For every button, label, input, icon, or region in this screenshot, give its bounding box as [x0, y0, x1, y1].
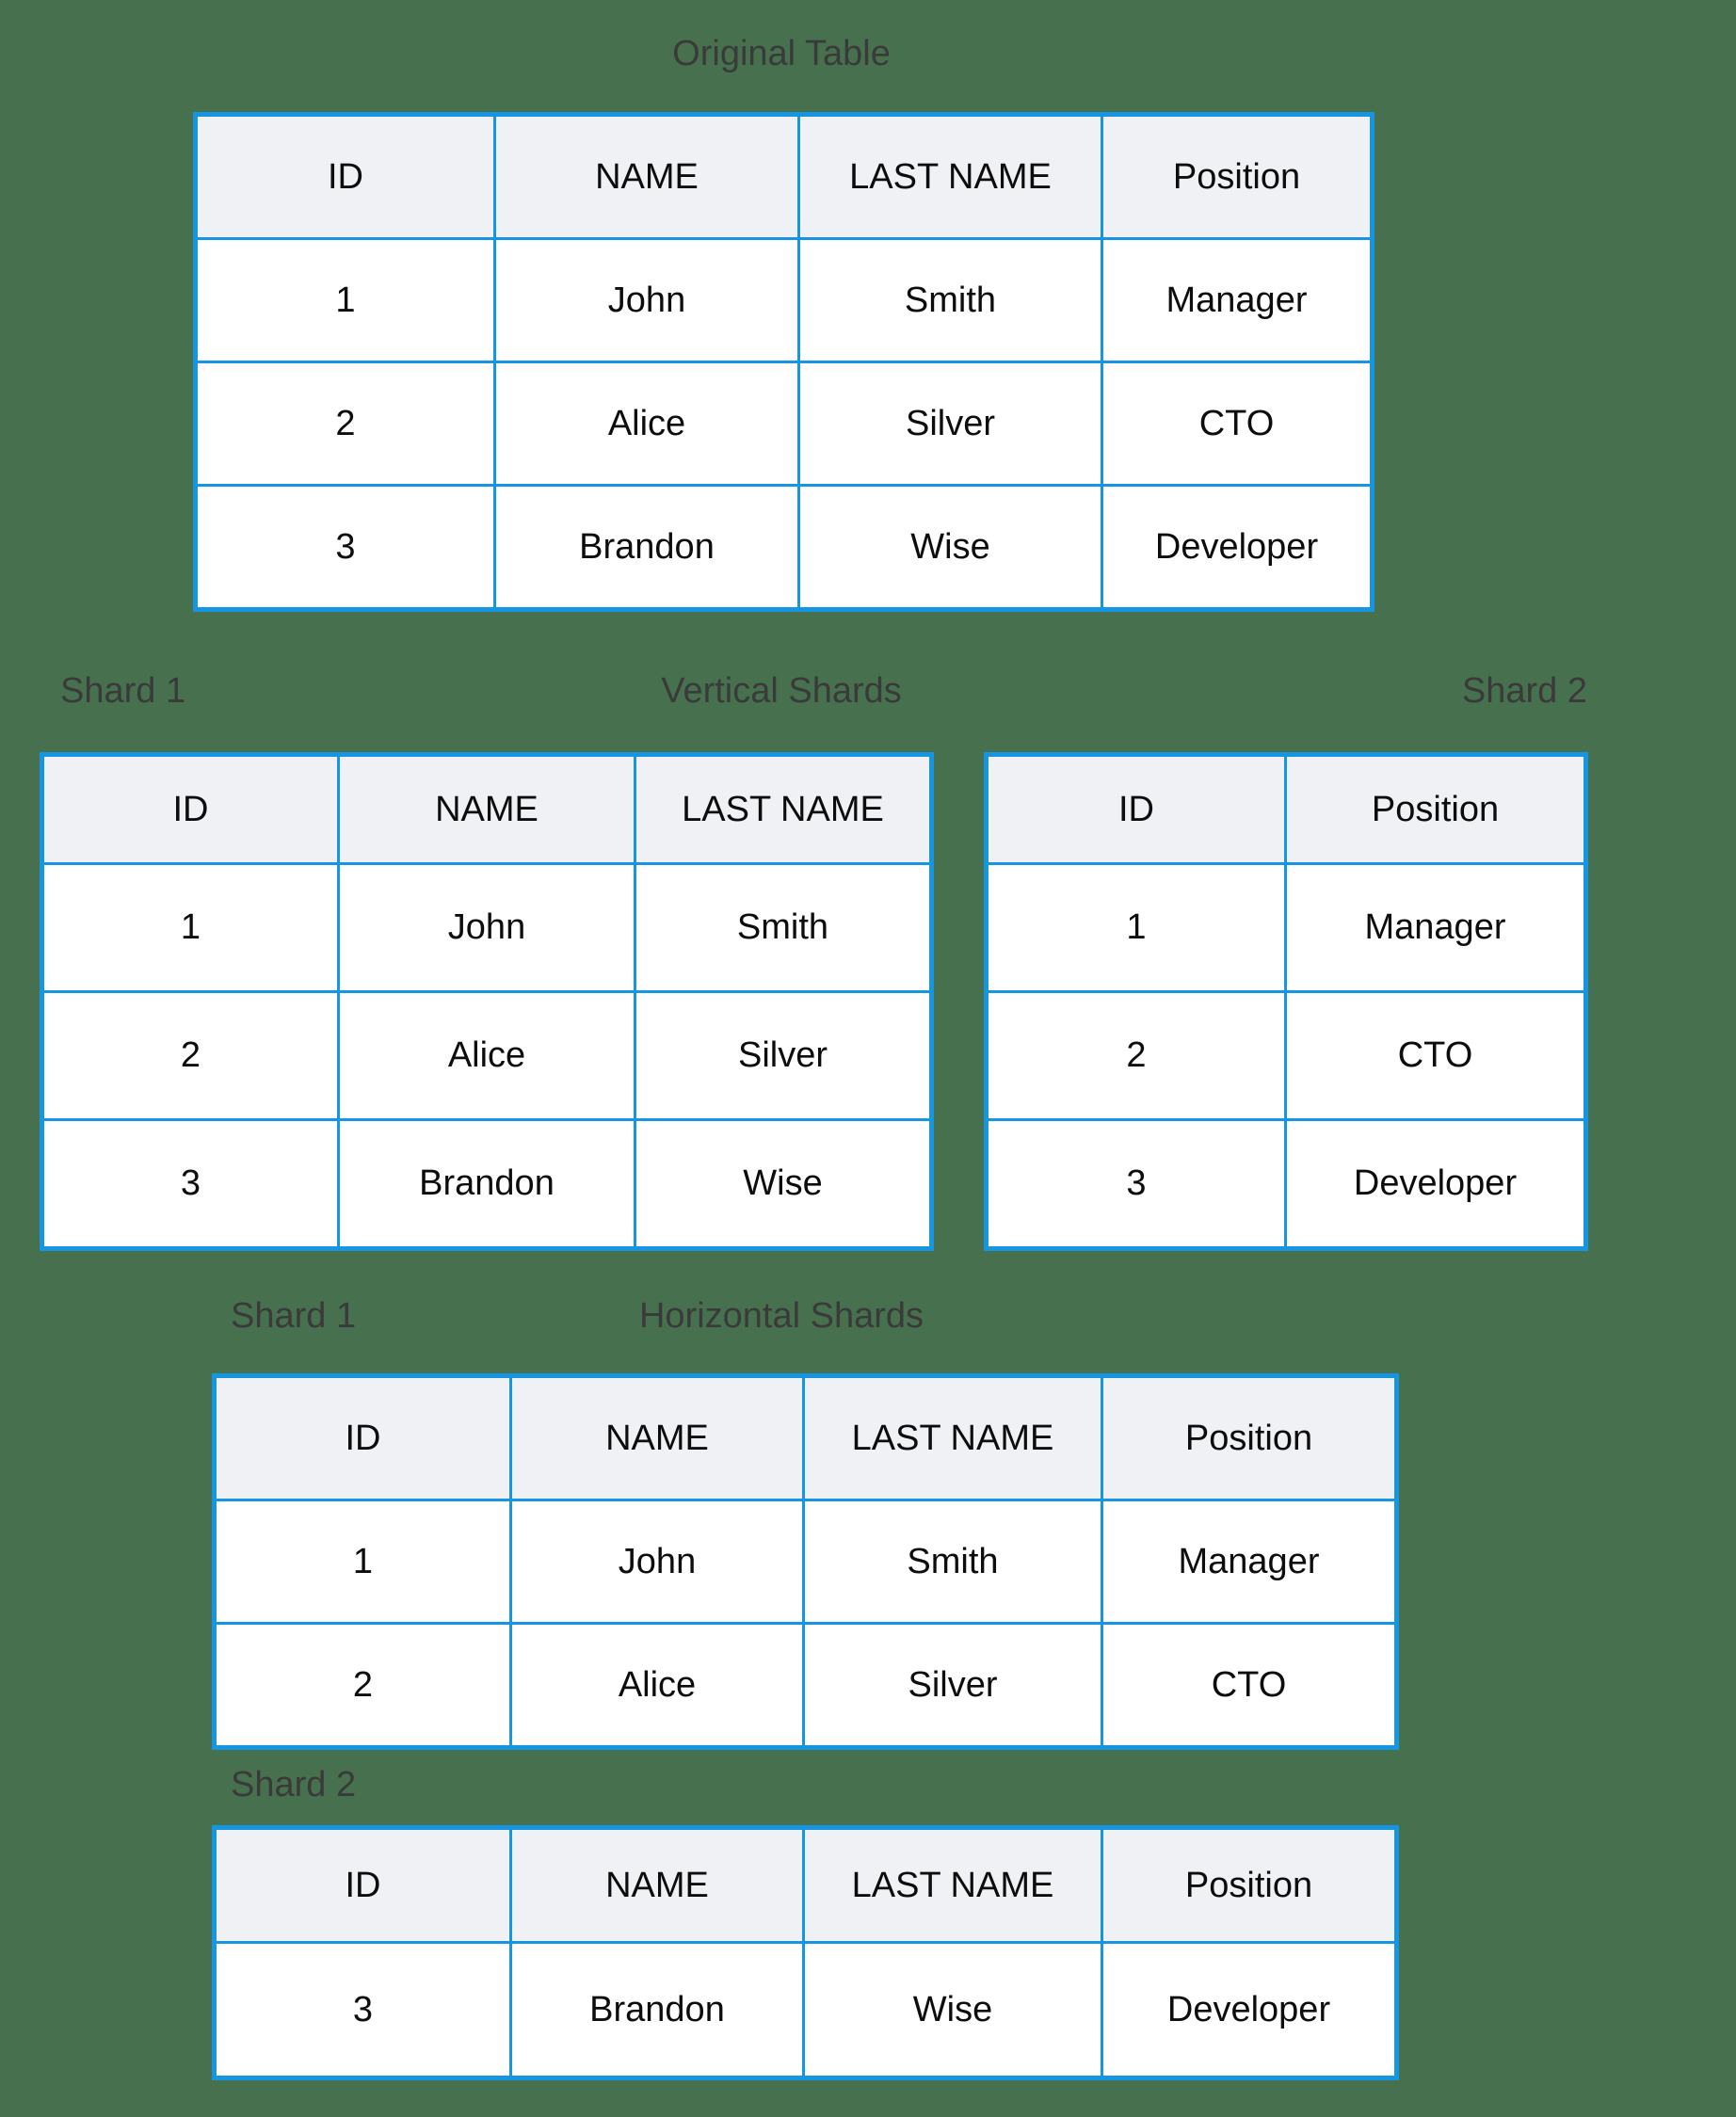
header-cell: Position — [1284, 753, 1587, 865]
data-cell: 1 — [194, 237, 496, 363]
header-cell: LAST NAME — [802, 1374, 1103, 1501]
data-cell: 2 — [40, 990, 340, 1121]
horizontal-shard1-table: ID NAME LAST NAME Position 1 John Smith Manager… — [212, 1373, 1399, 1750]
table-row: 1 John Smith Manager — [213, 1499, 1398, 1625]
original-table-title: Original Table — [672, 34, 891, 73]
data-cell: Developer — [1284, 1118, 1587, 1250]
data-cell: Alice — [493, 361, 800, 487]
data-cell: 2 — [213, 1622, 512, 1749]
horizontal-shard2-label: Shard 2 — [231, 1765, 357, 1804]
data-cell: Brandon — [337, 1118, 636, 1250]
header-row: ID NAME LAST NAME Position — [213, 1374, 1398, 1501]
data-cell: Wise — [802, 1941, 1103, 2079]
data-cell: 2 — [194, 361, 496, 487]
data-cell: Smith — [797, 237, 1103, 363]
data-cell: Silver — [634, 990, 933, 1121]
horizontal-shard1-label: Shard 1 — [231, 1296, 357, 1336]
table-row: 3 Developer — [985, 1118, 1587, 1250]
data-cell: 3 — [40, 1118, 340, 1250]
data-cell: Manager — [1284, 862, 1587, 993]
header-row: ID NAME LAST NAME Position — [194, 113, 1374, 240]
header-row: ID NAME LAST NAME Position — [213, 1826, 1398, 1944]
data-cell: John — [509, 1499, 805, 1625]
table-row: 2 CTO — [985, 990, 1587, 1121]
header-cell: Position — [1101, 113, 1374, 240]
header-cell: NAME — [337, 753, 636, 865]
vertical-shards-title: Vertical Shards — [661, 671, 902, 711]
data-cell: 3 — [985, 1118, 1287, 1250]
data-cell: 1 — [40, 862, 340, 993]
header-cell: NAME — [509, 1374, 805, 1501]
header-cell: Position — [1101, 1826, 1398, 1944]
vertical-shard1-table: ID NAME LAST NAME 1 John Smith 2 Alice Silver 3 Br… — [40, 752, 934, 1251]
header-cell: NAME — [493, 113, 800, 240]
header-cell: LAST NAME — [797, 113, 1103, 240]
data-cell: Manager — [1101, 1499, 1398, 1625]
data-cell: CTO — [1284, 990, 1587, 1121]
horizontal-shard2-table: ID NAME LAST NAME Position 3 Brandon Wise Devel… — [212, 1825, 1399, 2080]
data-cell: Alice — [509, 1622, 805, 1749]
data-cell: Brandon — [493, 484, 800, 611]
data-cell: 3 — [194, 484, 496, 611]
table-row: 1 John Smith — [40, 862, 933, 993]
vertical-shard2-label: Shard 2 — [1461, 671, 1587, 711]
header-cell: ID — [985, 753, 1287, 865]
table-row: 1 Manager — [985, 862, 1587, 993]
original-table: ID NAME LAST NAME Position 1 John Smith Manager… — [193, 112, 1374, 612]
vertical-shard2-table: ID Position 1 Manager 2 CTO 3 Developer — [984, 752, 1588, 1251]
header-cell: LAST NAME — [634, 753, 933, 865]
data-cell: Brandon — [509, 1941, 805, 2079]
horizontal-shards-title: Horizontal Shards — [638, 1296, 924, 1336]
data-cell: Manager — [1101, 237, 1374, 363]
table-row: 2 Alice Silver — [40, 990, 933, 1121]
data-cell: CTO — [1101, 361, 1374, 487]
header-cell: NAME — [509, 1826, 805, 1944]
table-row: 2 Alice Silver CTO — [213, 1622, 1398, 1749]
header-cell: ID — [213, 1374, 512, 1501]
data-cell: CTO — [1101, 1622, 1398, 1749]
data-cell: Developer — [1101, 1941, 1398, 2079]
header-cell: ID — [194, 113, 496, 240]
header-cell: Position — [1101, 1374, 1398, 1501]
header-cell: ID — [40, 753, 340, 865]
vertical-shard1-label: Shard 1 — [60, 671, 186, 711]
header-row: ID NAME LAST NAME — [40, 753, 933, 865]
table-row: 3 Brandon Wise Developer — [194, 484, 1374, 611]
table-row: 2 Alice Silver CTO — [194, 361, 1374, 487]
data-cell: Smith — [634, 862, 933, 993]
data-cell: John — [337, 862, 636, 993]
data-cell: 1 — [985, 862, 1287, 993]
data-cell: 1 — [213, 1499, 512, 1625]
header-cell: ID — [213, 1826, 512, 1944]
table-row: 1 John Smith Manager — [194, 237, 1374, 363]
table-row: 3 Brandon Wise — [40, 1118, 933, 1250]
data-cell: Developer — [1101, 484, 1374, 611]
data-cell: Smith — [802, 1499, 1103, 1625]
header-row: ID Position — [985, 753, 1587, 865]
header-cell: LAST NAME — [802, 1826, 1103, 1944]
data-cell: Alice — [337, 990, 636, 1121]
data-cell: Wise — [634, 1118, 933, 1250]
data-cell: 2 — [985, 990, 1287, 1121]
data-cell: Silver — [802, 1622, 1103, 1749]
data-cell: Silver — [797, 361, 1103, 487]
table-row: 3 Brandon Wise Developer — [213, 1941, 1398, 2079]
data-cell: Wise — [797, 484, 1103, 611]
data-cell: John — [493, 237, 800, 363]
data-cell: 3 — [213, 1941, 512, 2079]
